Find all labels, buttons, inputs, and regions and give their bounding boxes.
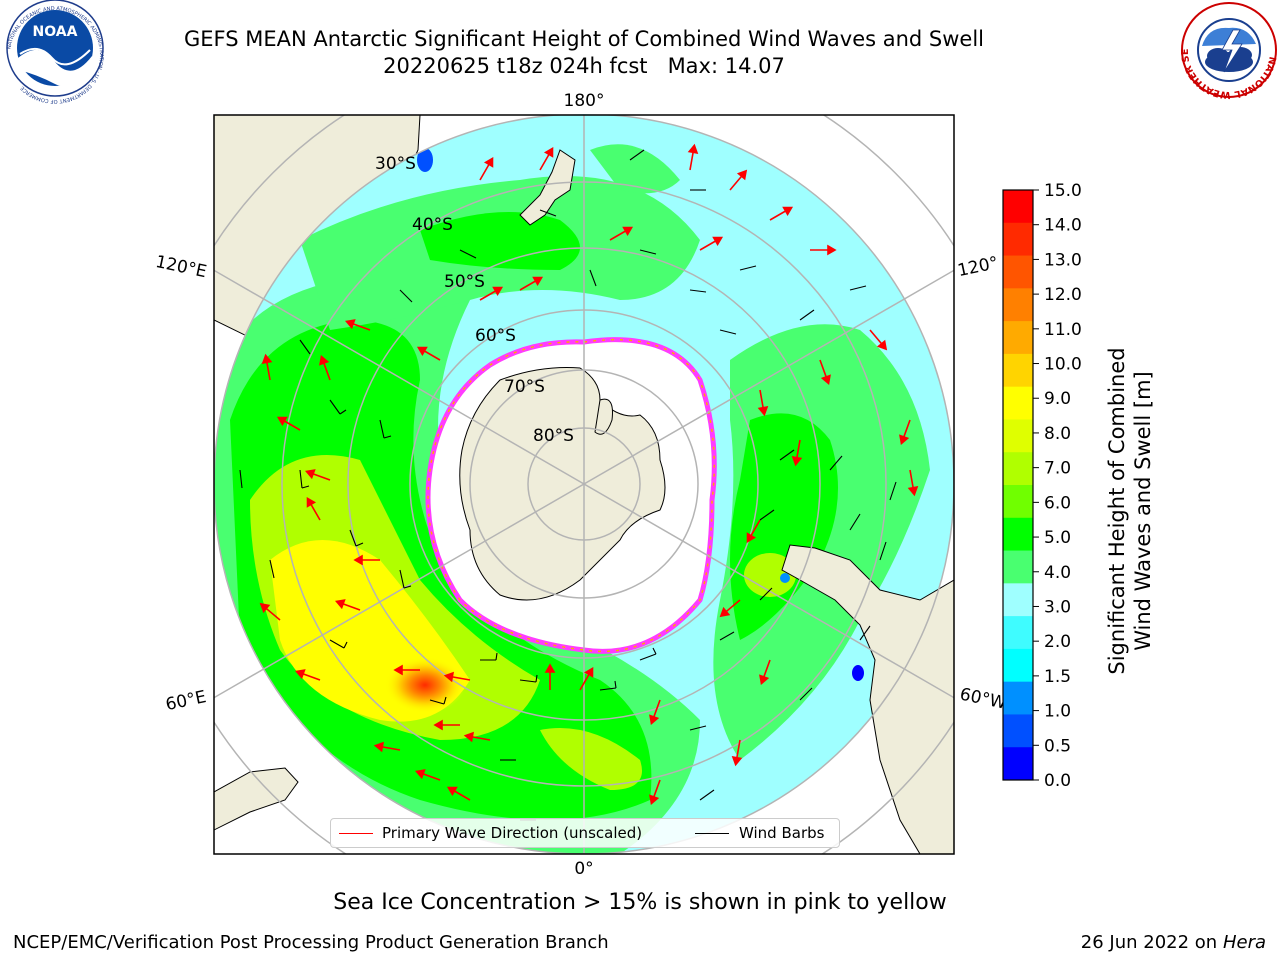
chart-title: GEFS MEAN Antarctic Significant Height o… (183, 27, 985, 51)
lon-label-120w: 120° (956, 253, 1000, 281)
colorbar-tick-label: 10.0 (1044, 355, 1082, 375)
colorbar-segment (1003, 681, 1033, 715)
colorbar-segment (1003, 452, 1033, 486)
map-frame (213, 114, 955, 855)
land-antarctica (459, 367, 666, 601)
colorbar-tick-label: 4.0 (1044, 563, 1071, 583)
graticule (214, 115, 954, 854)
colorbar-tick-label: 15.0 (1044, 181, 1082, 201)
colorbar-segment (1003, 616, 1033, 650)
credit-text: NCEP/EMC/Verification Post Processing Pr… (13, 932, 609, 953)
lon-label-0: 0° (574, 859, 593, 879)
colorbar-tick-label: 3.0 (1044, 597, 1071, 617)
chart-subtitle: 20220625 t18z 024h fcst Max: 14.07 (383, 54, 785, 78)
noaa-logo-text: NOAA (33, 24, 78, 40)
colorbar-label: Significant Height of Combined Wind Wave… (1105, 347, 1155, 675)
colorbar-frame (1002, 189, 1034, 781)
colorbar-segment (1003, 255, 1033, 289)
colorbar-segment (1003, 583, 1033, 617)
colorbar-segment (1003, 714, 1033, 748)
colorbar-segment (1003, 419, 1033, 453)
colorbar-tick-label: 13.0 (1044, 250, 1082, 270)
legend-barb-label: Wind Barbs (739, 824, 825, 842)
colorbar-segment (1003, 648, 1033, 683)
colorbar-tick-label: 1.5 (1044, 667, 1071, 687)
colorbar-tick-label: 12.0 (1044, 285, 1082, 305)
colorbar-segment (1003, 747, 1033, 781)
colorbar-tick-label: 14.0 (1044, 216, 1082, 236)
colorbar-segment (1003, 353, 1033, 388)
colorbar-segment (1003, 321, 1033, 355)
colorbar-segment (1003, 190, 1033, 224)
lon-label-120e: 120°E (154, 252, 209, 282)
colorbar-segment (1003, 550, 1033, 584)
colorbar-tick-label: 1.0 (1044, 702, 1071, 722)
noaa-logo-icon: NOAA NATIONAL OCEANIC AND ATMOSPHERIC AD… (6, 0, 104, 104)
sea-ice-note: Sea Ice Concentration > 15% is shown in … (333, 890, 947, 915)
land-new-zealand (519, 149, 576, 226)
colorbar-tick-label: 6.0 (1044, 493, 1071, 513)
colorbar-tick-label: 7.0 (1044, 459, 1071, 479)
colorbar-tick-label: 0.5 (1044, 736, 1071, 756)
colorbar-segment (1003, 386, 1033, 420)
colorbar-segment (1003, 517, 1033, 552)
legend-barb-line-icon (695, 833, 729, 834)
lon-label-60e: 60°E (164, 687, 208, 715)
wind-barbs (239, 149, 897, 821)
primary-wave-arrows (259, 143, 919, 806)
lat-label-70s: 70°S (504, 377, 545, 397)
lon-label-60w: 60°W (958, 684, 1008, 713)
map-legend: Primary Wave Direction (unscaled) Wind B… (330, 818, 840, 848)
lat-label-50s: 50°S (444, 272, 485, 292)
lat-label-60s: 60°S (475, 326, 516, 346)
colorbar-tick-label: 2.0 (1044, 632, 1071, 652)
nws-logo-icon: NATIONAL WEATHER SERVICE (1178, 0, 1278, 100)
run-date: 26 Jun 2022 on Hera (1080, 932, 1266, 953)
colorbar-segment (1003, 485, 1033, 519)
lat-label-80s: 80°S (533, 426, 574, 446)
lat-label-40s: 40°S (412, 215, 453, 235)
lat-label-30s: 30°S (375, 154, 416, 174)
colorbar: 15.0 14.0 13.0 12.0 11.0 10.0 9.0 8.0 7.0 6.0 5.0 4… (1002, 181, 1082, 791)
legend-wave-label: Primary Wave Direction (unscaled) (382, 824, 643, 842)
colorbar-segment (1003, 288, 1033, 322)
legend-wave-line-icon (339, 833, 373, 834)
land-africa (214, 767, 299, 831)
colorbar-tick-label: 5.0 (1044, 528, 1071, 548)
colorbar-segment (1003, 222, 1033, 257)
colorbar-tick-label: 9.0 (1044, 389, 1071, 409)
colorbar-tick-label: 8.0 (1044, 424, 1071, 444)
colorbar-tick-label: 11.0 (1044, 320, 1082, 340)
lon-label-180: 180° (564, 91, 605, 111)
colorbar-tick-label: 0.0 (1044, 771, 1071, 791)
